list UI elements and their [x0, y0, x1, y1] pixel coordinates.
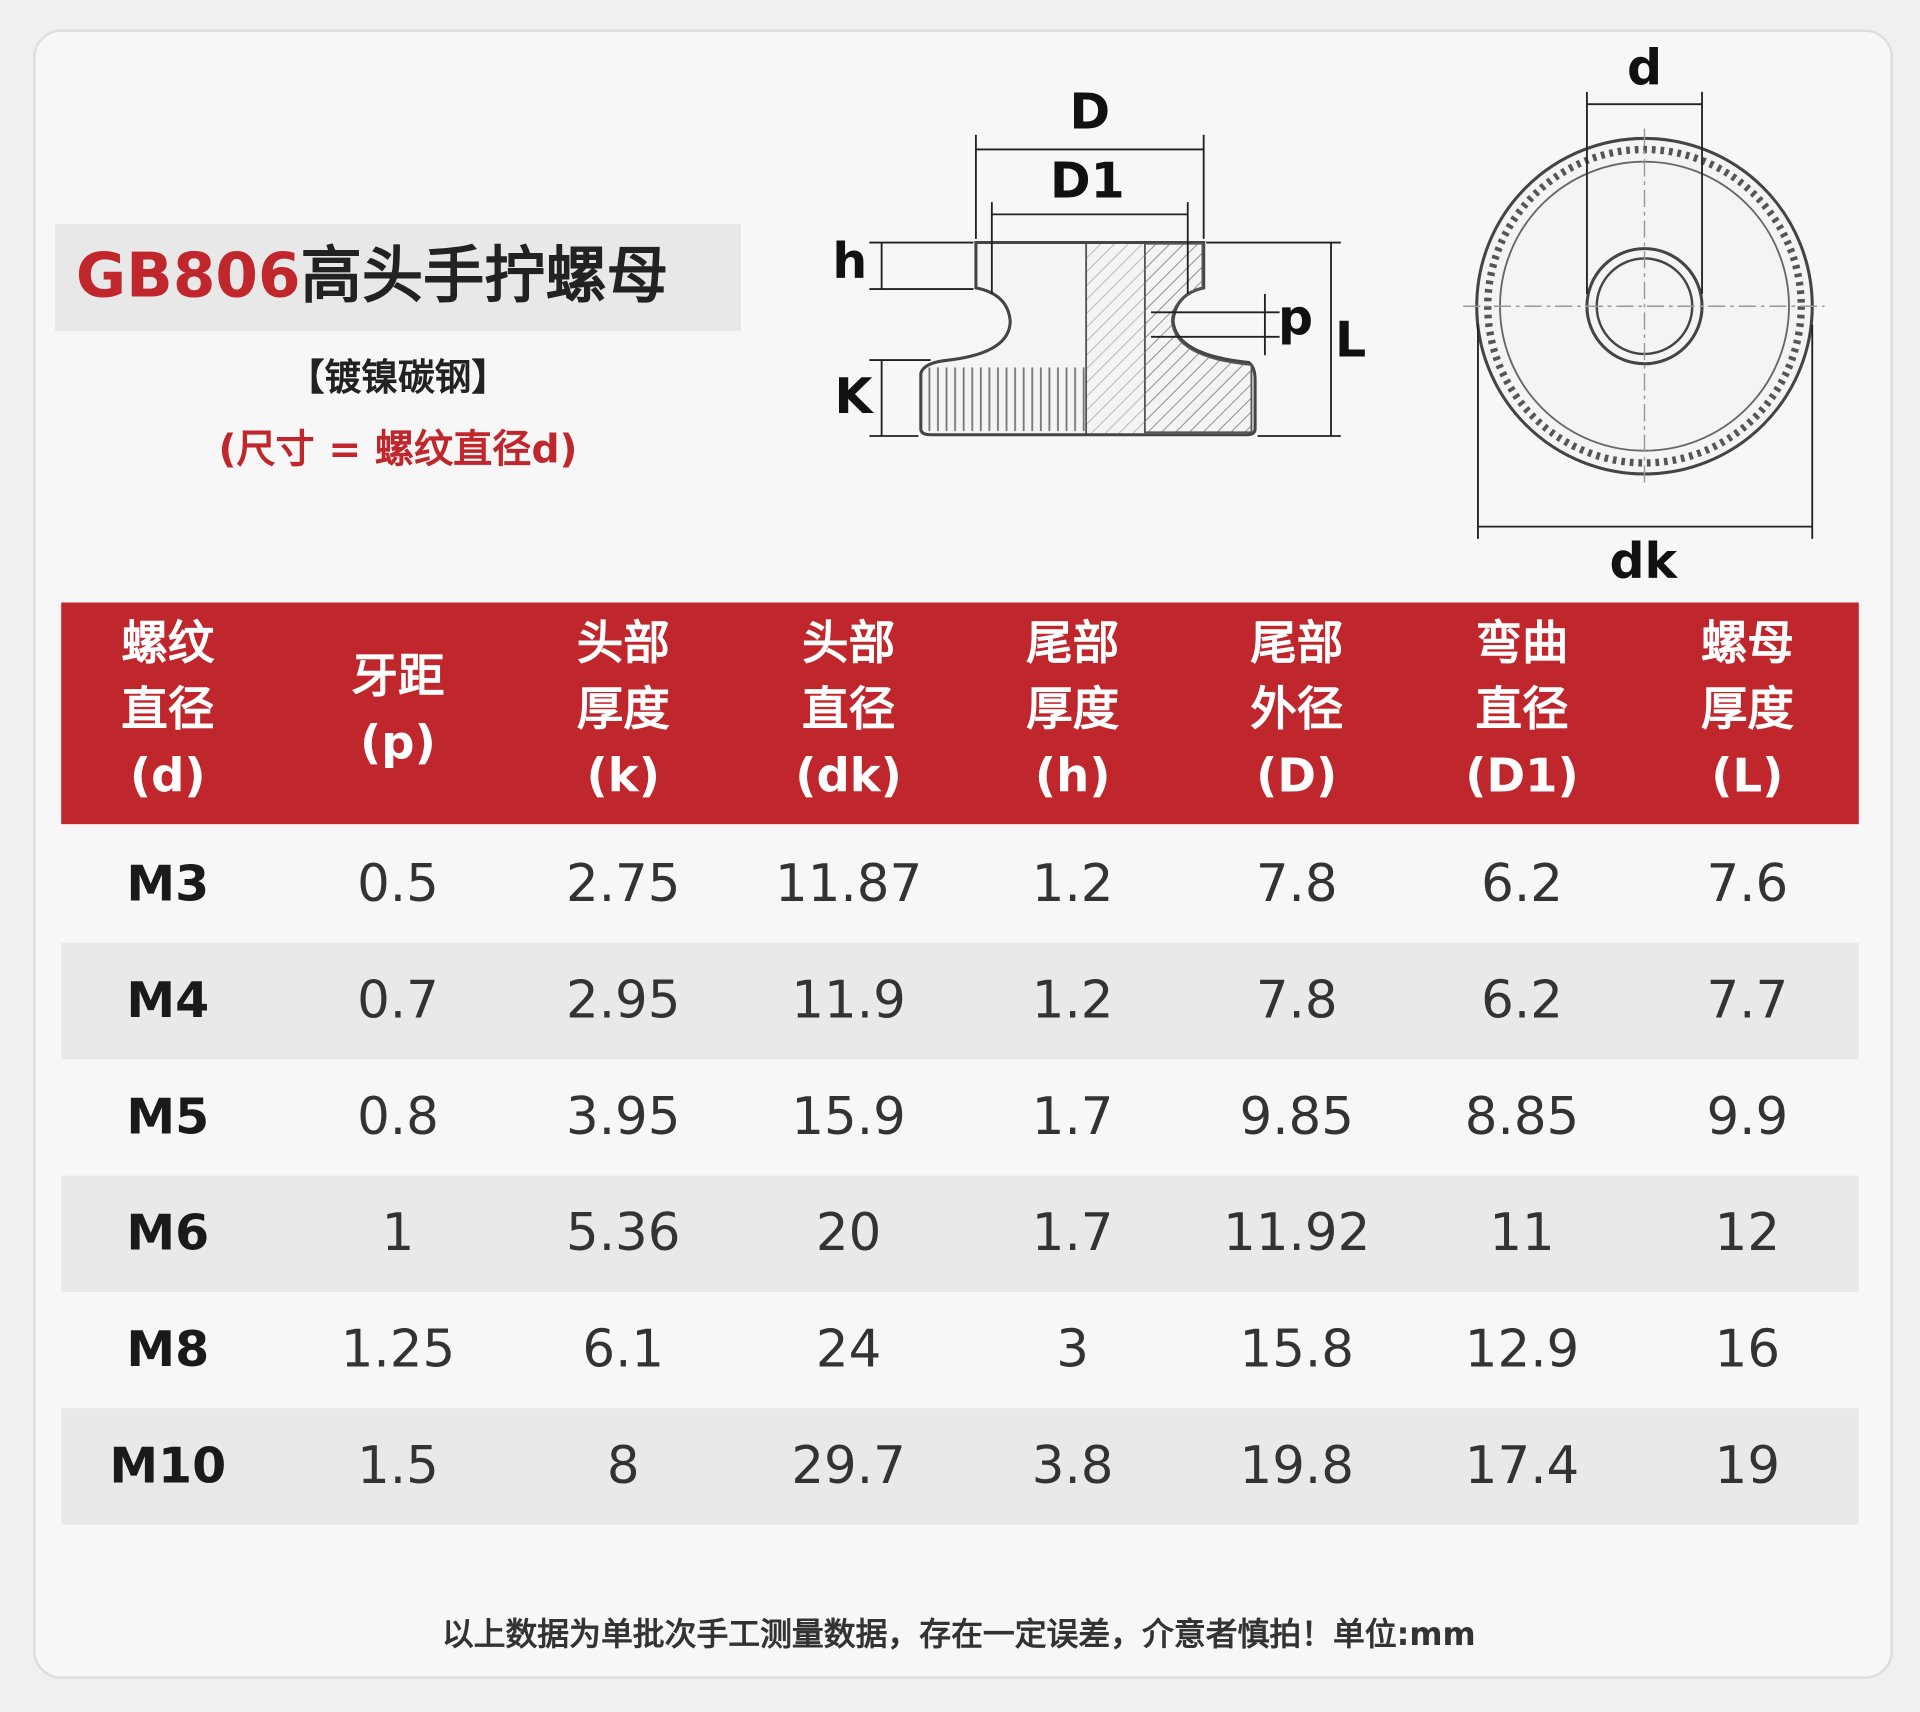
row-label: M6 [126, 1205, 209, 1262]
cell: 0.5 [357, 854, 439, 914]
row-label: M4 [126, 972, 209, 1029]
cell: 1.7 [1032, 1087, 1114, 1147]
cell: 2.95 [566, 971, 680, 1031]
row-label: M10 [109, 1437, 226, 1494]
table-header [61, 602, 1859, 825]
column-header: (h) [1035, 748, 1111, 802]
cell: 7.8 [1256, 971, 1338, 1031]
cell: 1.2 [1032, 854, 1114, 914]
column-header: 螺母 [1701, 616, 1794, 670]
cell: 6.2 [1481, 971, 1563, 1031]
cell: 3 [1056, 1320, 1089, 1380]
footer-note: 以上数据为单批次手工测量数据，存在一定误差，介意者慎拍！单位:mm [442, 1615, 1476, 1653]
column-header: 厚度 [1026, 682, 1120, 736]
title-box [55, 224, 741, 331]
cell: 12 [1715, 1203, 1780, 1263]
column-header: 弯曲 [1476, 616, 1569, 670]
row-stripe [61, 1408, 1859, 1525]
cell: 15.9 [791, 1087, 905, 1147]
cell: 11.92 [1223, 1203, 1370, 1263]
column-header: 外径 [1250, 682, 1343, 736]
cell: 1.25 [341, 1320, 455, 1380]
dim-label: h [832, 233, 867, 290]
row-stripe [61, 942, 1859, 1060]
title-code: GB806 [76, 240, 301, 311]
dim-label: K [834, 368, 874, 425]
cell: 11.87 [775, 854, 922, 914]
cell: 1.7 [1032, 1203, 1114, 1263]
title-name: 高头手拧螺母 [301, 240, 668, 311]
material: 【镀镍碳钢】 [288, 356, 508, 399]
cell: 19.8 [1240, 1436, 1354, 1496]
cell: 19 [1715, 1436, 1780, 1496]
cell: 24 [816, 1320, 881, 1380]
dim-label: dk [1609, 533, 1678, 590]
cell: 3.95 [566, 1087, 680, 1147]
column-header: (d) [130, 748, 206, 802]
title: GB806高头手拧螺母 [76, 240, 668, 311]
column-header: 尾部 [1026, 616, 1119, 670]
cell: 16 [1715, 1320, 1780, 1380]
top-view: d dk [1463, 40, 1825, 590]
column-header: 头部 [802, 616, 895, 670]
column-header: 厚度 [577, 682, 671, 736]
cell: 6.2 [1481, 854, 1563, 914]
cell: 17.4 [1465, 1436, 1579, 1496]
column-header: (p) [360, 715, 436, 769]
row-label: M3 [126, 856, 209, 913]
cell: 1 [382, 1203, 415, 1263]
column-header: 厚度 [1701, 682, 1795, 736]
cell: 8.85 [1465, 1087, 1579, 1147]
column-header: (D1) [1465, 748, 1579, 802]
column-header: (k) [587, 748, 660, 802]
cell: 29.7 [791, 1436, 905, 1496]
cell: 9.85 [1240, 1087, 1354, 1147]
dim-label: d [1627, 40, 1662, 97]
row-stripe [61, 1175, 1859, 1292]
dim-label: p [1278, 289, 1313, 346]
cell: 2.75 [566, 854, 680, 914]
cell: 7.8 [1256, 854, 1338, 914]
row-label: M8 [126, 1321, 209, 1378]
column-header: 牙距 [351, 649, 444, 703]
dim-label: D [1069, 84, 1110, 141]
cell: 0.8 [357, 1087, 439, 1147]
cell: 11.9 [791, 971, 905, 1031]
cell: 6.1 [582, 1320, 664, 1380]
cell: 1.2 [1032, 971, 1114, 1031]
cell: 1.5 [357, 1436, 439, 1496]
size-note: (尺寸 = 螺纹直径d) [218, 427, 577, 472]
cell: 11 [1489, 1203, 1554, 1263]
column-header: 头部 [577, 616, 670, 670]
cell: 7.7 [1706, 971, 1788, 1031]
cell: 8 [607, 1436, 640, 1496]
cell: 12.9 [1465, 1320, 1579, 1380]
cell: 15.8 [1240, 1320, 1354, 1380]
cell: 7.6 [1706, 854, 1788, 914]
column-header: (D) [1256, 748, 1337, 802]
column-header: 直径 [121, 682, 214, 736]
column-header: (L) [1711, 748, 1783, 802]
cell: 0.7 [357, 971, 439, 1031]
row-label: M5 [126, 1088, 209, 1145]
side-view: D D1 h p L K [832, 84, 1366, 437]
cell: 3.8 [1032, 1436, 1114, 1496]
dim-label: D1 [1050, 152, 1125, 209]
column-header: 直径 [1476, 682, 1569, 736]
cell: 9.9 [1706, 1087, 1788, 1147]
cell: 20 [816, 1203, 881, 1263]
column-header: (dk) [795, 748, 902, 802]
cell: 5.36 [566, 1203, 680, 1263]
dim-label: L [1335, 311, 1366, 368]
column-header: 尾部 [1250, 616, 1343, 670]
column-header: 螺纹 [121, 616, 215, 670]
column-header: 直径 [802, 682, 895, 736]
